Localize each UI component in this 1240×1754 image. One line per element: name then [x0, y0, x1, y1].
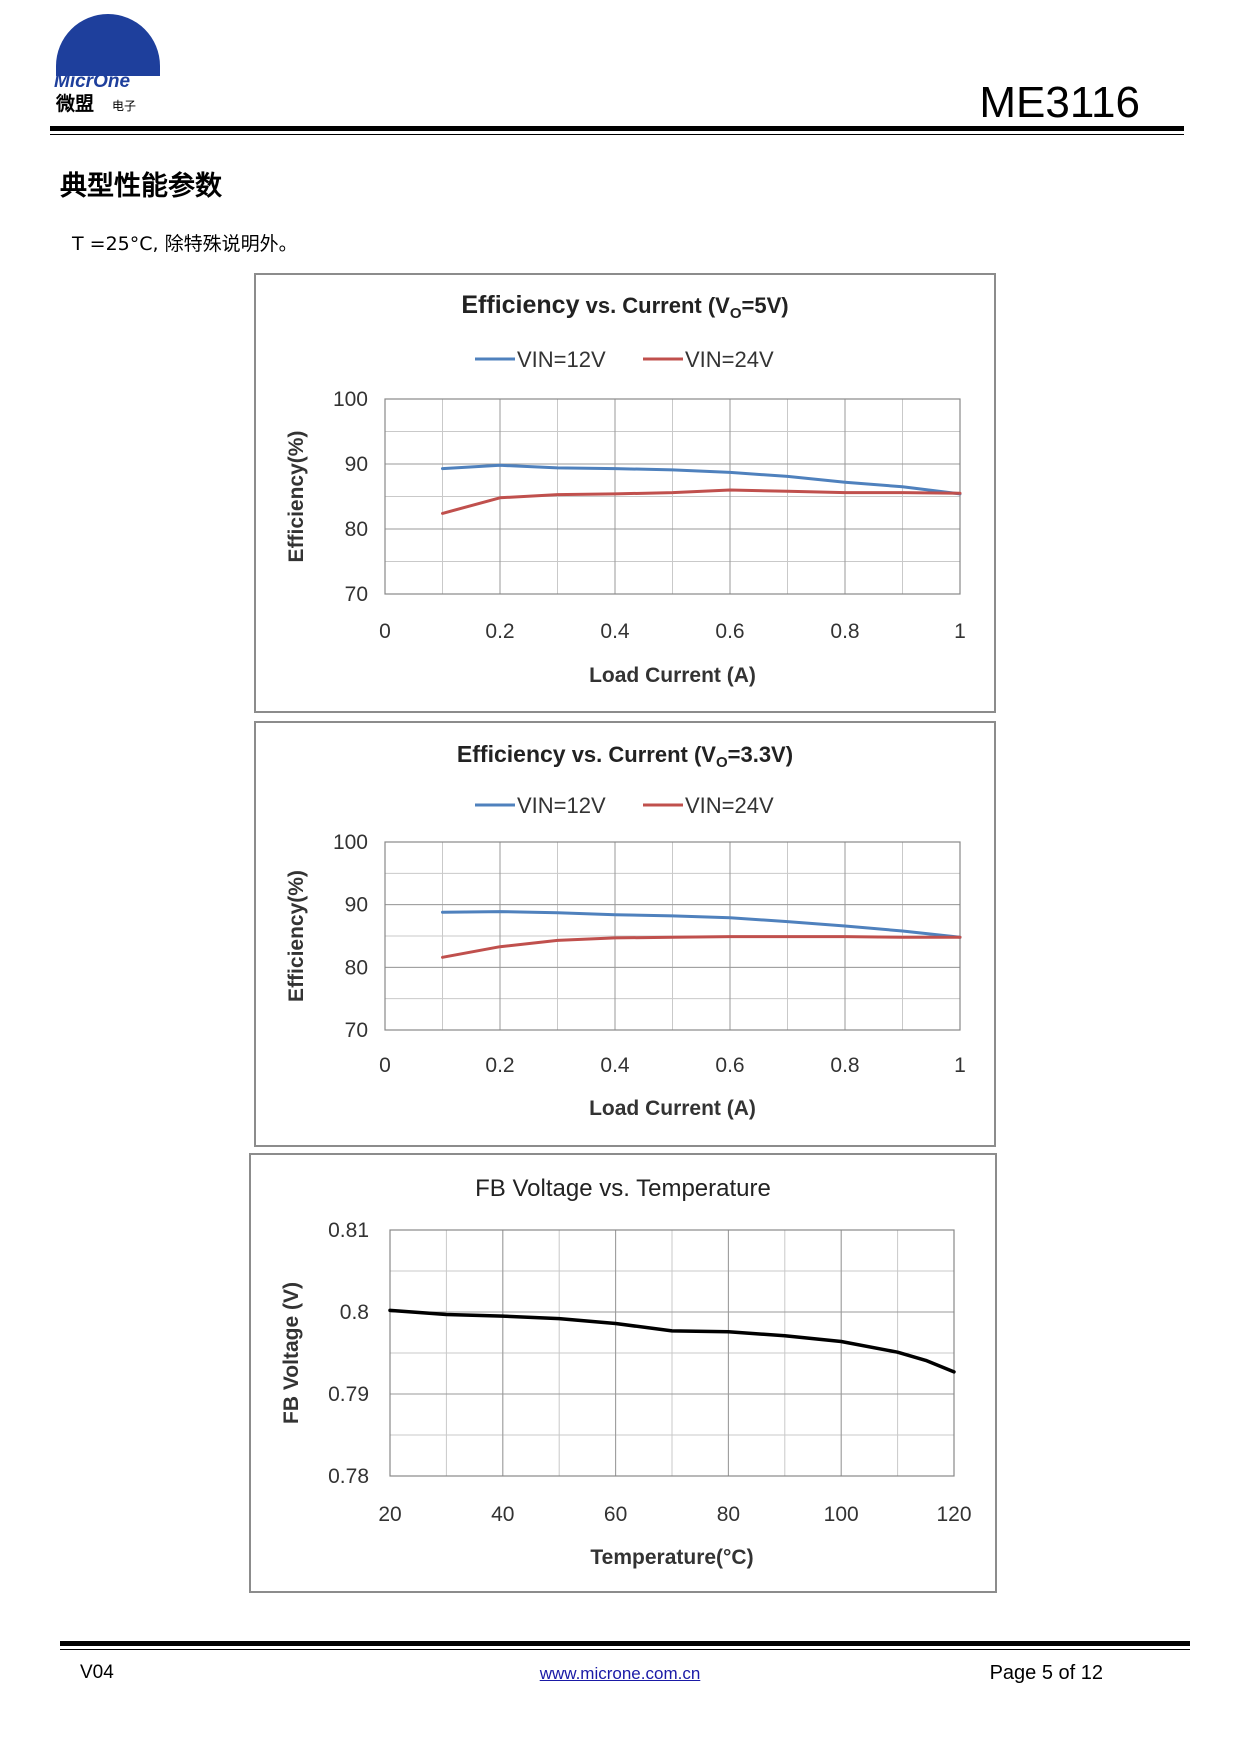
logo-text-sub: 电子	[112, 99, 136, 113]
logo-text-cn: 微盟	[55, 92, 94, 114]
series-line-1	[441, 488, 962, 515]
y-tick-label: 0.78	[328, 1465, 369, 1488]
footer-page-number: Page 5 of 12	[989, 1662, 1103, 1684]
x-tick-label: 0.2	[485, 620, 514, 643]
x-tick-label: 0.8	[830, 620, 859, 643]
x-tick-label: 1	[954, 1054, 966, 1077]
microne-logo: MicrOne 微盟 电子	[50, 14, 166, 115]
x-tick-label: 0.6	[715, 620, 744, 643]
y-tick-label: 0.81	[328, 1219, 369, 1242]
header-rule	[50, 126, 1184, 131]
chart-title-end: =5V)	[742, 293, 789, 318]
x-tick-label: 0.6	[715, 1054, 744, 1077]
x-tick-label: 0	[379, 620, 391, 643]
chart-title: FB Voltage vs. Temperature	[475, 1175, 771, 1202]
x-tick-label: 1	[954, 620, 966, 643]
legend-label: VIN=24V	[685, 347, 774, 372]
plot-area-frame	[389, 1229, 955, 1477]
legend-label: VIN=12V	[517, 347, 606, 372]
chart-title-end: =3.3V)	[728, 742, 793, 767]
y-tick-label: 100	[333, 388, 368, 411]
x-tick-label: 0.8	[830, 1054, 859, 1077]
chart-title: Efficiency vs. Current (VO=5V)	[461, 291, 788, 322]
x-axis-label: Temperature(°C)	[590, 1546, 753, 1569]
footer-version: V04	[80, 1662, 114, 1683]
chart-legend: VIN=12V VIN=24V	[475, 347, 774, 372]
chart-legend: VIN=12V VIN=24V	[475, 793, 774, 818]
footer-rule	[60, 1641, 1190, 1646]
y-tick-label: 90	[345, 453, 368, 476]
y-axis-label: Efficiency(%)	[285, 870, 308, 1002]
x-tick-label: 60	[604, 1503, 627, 1526]
plot-area-frame	[384, 398, 961, 595]
chart-title-rest: vs. Current (V	[566, 742, 717, 767]
chart-svg: Efficiency vs. Current (VO=5V)VIN=12V VIN…	[285, 291, 966, 687]
x-tick-label: 20	[378, 1503, 401, 1526]
series-line-0	[441, 463, 962, 496]
footer-rule-thin	[60, 1649, 1190, 1650]
chart-title: Efficiency vs. Current (VO=3.3V)	[457, 741, 793, 771]
x-tick-label: 100	[824, 1503, 859, 1526]
chart-grid	[384, 398, 961, 595]
header-rule-thin	[50, 134, 1184, 135]
section-title: 典型性能参数	[60, 171, 222, 202]
chart-grid	[389, 1229, 955, 1477]
y-tick-label: 0.79	[328, 1383, 369, 1406]
legend-label: VIN=24V	[685, 793, 774, 818]
x-axis-label: Load Current (A)	[589, 664, 756, 687]
x-tick-label: 0.4	[600, 1054, 630, 1077]
x-tick-label: 40	[491, 1503, 514, 1526]
test-condition: T =25°C, 除特殊说明外。	[72, 233, 298, 255]
y-tick-label: 90	[345, 894, 368, 917]
y-tick-label: 0.8	[340, 1301, 369, 1324]
x-tick-label: 0.2	[485, 1054, 514, 1077]
x-tick-label: 0	[379, 1054, 391, 1077]
chart-title-main: Efficiency	[457, 741, 566, 767]
chart-title-rest: vs. Current (V	[579, 293, 730, 318]
y-axis-label: FB Voltage (V)	[280, 1282, 303, 1424]
y-tick-label: 80	[345, 956, 368, 979]
x-tick-label: 0.4	[600, 620, 630, 643]
footer-url-link[interactable]: www.microne.com.cn	[539, 1664, 701, 1683]
y-tick-label: 70	[345, 583, 368, 606]
y-tick-label: 70	[345, 1019, 368, 1042]
x-tick-label: 120	[936, 1503, 971, 1526]
series-line-0	[441, 910, 962, 939]
y-tick-label: 80	[345, 518, 368, 541]
chart-title-subscript: O	[730, 305, 742, 322]
logo-text-en: MicrOne	[54, 71, 130, 92]
part-number: ME3116	[979, 78, 1140, 127]
y-tick-label: 100	[333, 831, 368, 854]
chart-svg: Efficiency vs. Current (VO=3.3V)VIN=12V V…	[285, 741, 966, 1120]
y-axis-label: Efficiency(%)	[285, 431, 308, 563]
series-line-0	[388, 1308, 956, 1374]
efficiency-3v3-chart: Efficiency vs. Current (VO=3.3V) VIN=12V V…	[254, 721, 996, 1147]
chart-title-rest: FB Voltage vs. Temperature	[475, 1175, 771, 1202]
legend-label: VIN=12V	[517, 793, 606, 818]
chart-title-main: Efficiency	[461, 291, 579, 319]
series-line-1	[441, 935, 962, 959]
fb-voltage-temperature-chart: FB Voltage vs. Temperature 20 40 60 80 100 120…	[249, 1153, 997, 1593]
efficiency-5v-chart: Efficiency vs. Current (VO=5V) VIN=12V VIN…	[254, 273, 996, 713]
x-axis-label: Load Current (A)	[589, 1097, 756, 1120]
chart-title-subscript: O	[716, 754, 728, 771]
x-tick-label: 80	[717, 1503, 740, 1526]
chart-svg: FB Voltage vs. Temperature 20 40 60 80 100 120…	[280, 1175, 972, 1569]
